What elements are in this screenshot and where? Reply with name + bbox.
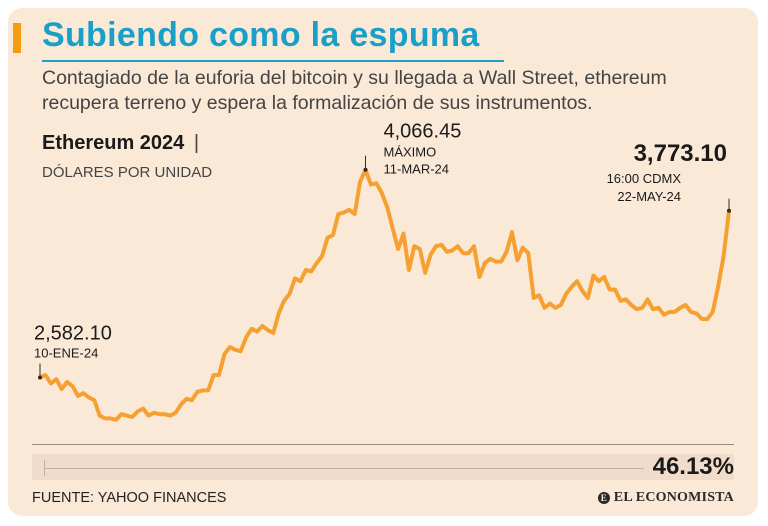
series-separator: | bbox=[193, 132, 200, 154]
last-point-marker bbox=[727, 208, 731, 213]
max-value-label: 4,066.45 bbox=[384, 121, 462, 143]
change-bar: 46.13% bbox=[32, 453, 734, 480]
units-label: DÓLARES POR UNIDAD bbox=[42, 164, 213, 181]
last-value-label: 3,773.10 bbox=[634, 140, 727, 167]
page-title: Subiendo como la espuma bbox=[42, 16, 480, 54]
series-name: Ethereum 2024 bbox=[42, 132, 185, 154]
last-date-label: 22-MAY-24 bbox=[617, 189, 681, 204]
brand-icon: E bbox=[597, 492, 610, 504]
source-note: FUENTE: YAHOO FINANCES bbox=[32, 490, 227, 506]
start-date-label: 10-ENE-24 bbox=[34, 346, 98, 361]
brand-name: EL ECONOMISTA bbox=[613, 490, 734, 505]
max-tag-label: MÁXIMO bbox=[384, 145, 437, 160]
chart-baseline-rule bbox=[32, 444, 734, 445]
accent-bar bbox=[13, 23, 21, 53]
last-time-label: 16:00 CDMX bbox=[607, 171, 682, 186]
infographic-card: Subiendo como la espuma Contagiado de la… bbox=[8, 8, 758, 516]
price-line bbox=[38, 167, 731, 422]
start-value-label: 2,582.10 bbox=[34, 323, 112, 345]
max-date-label: 11-MAR-24 bbox=[384, 162, 450, 177]
change-percentage: 46.13% bbox=[652, 453, 734, 480]
start-point-marker bbox=[38, 375, 42, 380]
change-bar-track bbox=[44, 468, 644, 469]
brand-logo: E EL ECONOMISTA bbox=[597, 490, 734, 506]
subtitle: Contagiado de la euforia del bitcoin y s… bbox=[42, 67, 667, 114]
price-line-chart: 2,582.10 10-ENE-24 4,066.45 MÁXIMO 11-MA… bbox=[34, 121, 731, 422]
max-point-marker bbox=[363, 167, 368, 172]
series-title: Ethereum 2024 | bbox=[42, 132, 199, 155]
title-underline bbox=[42, 60, 504, 62]
